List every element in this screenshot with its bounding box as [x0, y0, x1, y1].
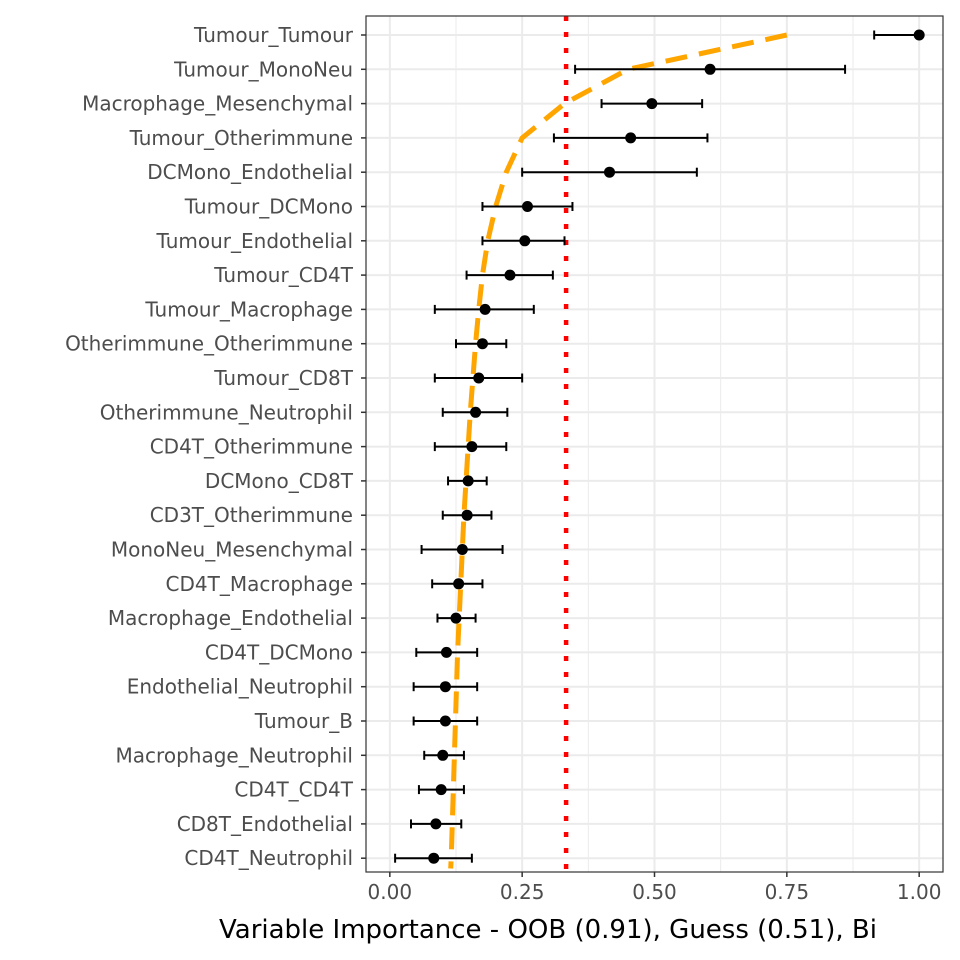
- y-tick-label: Macrophage_Endothelial: [108, 606, 353, 630]
- data-point: [428, 852, 440, 864]
- y-tick-label: Tumour_Otherimmune: [129, 126, 353, 150]
- data-point: [453, 578, 465, 590]
- y-tick-label: Tumour_CD8T: [213, 366, 354, 390]
- y-tick-label: DCMono_Endothelial: [147, 160, 353, 184]
- data-point: [439, 715, 451, 727]
- data-point: [437, 749, 449, 761]
- y-tick-label: Tumour_Endothelial: [156, 229, 353, 253]
- data-point: [913, 29, 925, 41]
- data-point: [430, 818, 442, 830]
- data-point: [450, 612, 462, 624]
- data-point: [462, 475, 474, 487]
- data-point: [435, 784, 447, 796]
- y-tick-label: Endothelial_Neutrophil: [127, 675, 353, 699]
- y-tick-label: CD8T_Endothelial: [177, 812, 353, 836]
- data-point: [519, 235, 531, 247]
- y-tick-label: Tumour_DCMono: [184, 195, 353, 219]
- x-tick-label: 0.25: [500, 880, 545, 904]
- data-point: [704, 63, 716, 75]
- data-point: [504, 269, 516, 281]
- data-point: [625, 132, 637, 144]
- x-tick-label: 0.00: [368, 880, 413, 904]
- y-axis-ticks: Tumour_Tumour Tumour_MonoNeu Macrophage_Me…: [65, 23, 366, 870]
- y-tick-label: CD4T_CD4T: [234, 778, 353, 802]
- data-point: [440, 646, 452, 658]
- y-tick-label: CD3T_Otherimmune: [150, 503, 353, 527]
- data-point: [604, 166, 616, 178]
- x-tick-label: 1.00: [897, 880, 942, 904]
- y-tick-label: CD4T_DCMono: [205, 640, 353, 664]
- x-tick-label: 0.50: [632, 880, 677, 904]
- reference-curve-layer: [448, 32, 788, 869]
- y-tick-label: Tumour_CD4T: [213, 263, 354, 287]
- data-point: [473, 372, 485, 384]
- y-tick-label: CD4T_Neutrophil: [184, 846, 353, 870]
- x-axis-title: Variable Importance - OOB (0.91), Guess …: [219, 915, 877, 945]
- y-tick-label: Tumour_B: [254, 709, 353, 733]
- y-tick-label: Tumour_Tumour: [193, 23, 354, 47]
- data-point: [646, 98, 658, 110]
- x-tick-label: 0.75: [765, 880, 810, 904]
- y-tick-label: CD4T_Macrophage: [166, 572, 353, 596]
- y-tick-label: Macrophage_Neutrophil: [116, 743, 353, 767]
- data-point: [479, 303, 491, 315]
- y-tick-label: DCMono_CD8T: [205, 469, 354, 493]
- data-point: [466, 441, 478, 453]
- data-point: [470, 406, 482, 418]
- y-tick-label: Macrophage_Mesenchymal: [82, 92, 353, 116]
- y-tick-label: Otherimmune_Otherimmune: [65, 332, 353, 356]
- y-tick-label: Otherimmune_Neutrophil: [100, 400, 353, 424]
- x-axis-ticks: 0.00 0.25 0.50 0.75 1.00: [368, 872, 942, 904]
- data-point: [521, 201, 533, 212]
- data-points: [428, 29, 925, 864]
- data-point: [439, 681, 451, 693]
- y-tick-label: CD4T_Otherimmune: [150, 435, 353, 459]
- data-point: [456, 544, 468, 555]
- y-tick-label: Tumour_MonoNeu: [173, 57, 353, 81]
- reference-curve: [448, 32, 788, 869]
- data-point: [476, 338, 488, 350]
- y-tick-label: Tumour_Macrophage: [144, 297, 353, 321]
- data-point: [461, 509, 473, 521]
- y-tick-label: MonoNeu_Mesenchymal: [111, 538, 353, 562]
